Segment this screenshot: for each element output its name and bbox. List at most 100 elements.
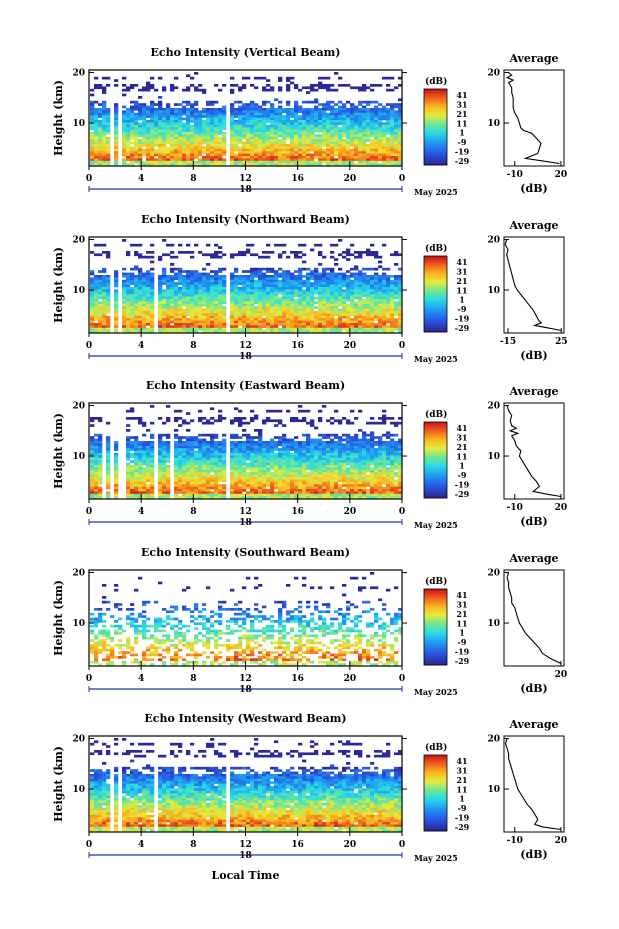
colorbar-swatch — [424, 90, 447, 94]
heatmap-cell — [174, 311, 179, 314]
heatmap-cell — [354, 277, 359, 281]
heatmap-cell — [374, 251, 379, 254]
heatmap-cell — [398, 291, 403, 295]
heatmap-cell — [266, 445, 271, 449]
heatmap-cell — [170, 306, 175, 309]
heatmap-cell — [346, 325, 351, 329]
heatmap-cell — [90, 148, 95, 152]
heatmap-cell — [174, 158, 179, 162]
heatmap-cell — [382, 445, 387, 449]
heatmap-cell — [98, 270, 103, 273]
heatmap-cell — [254, 294, 259, 297]
heatmap-cell — [278, 163, 283, 166]
heatmap-cell — [290, 448, 295, 451]
heatmap-cell — [142, 139, 147, 142]
heatmap-cell — [350, 296, 355, 300]
heatmap-cell — [394, 327, 399, 331]
heatmap-cell — [230, 457, 235, 461]
heatmap-cell — [122, 267, 127, 271]
heatmap-cell — [142, 296, 147, 300]
heatmap-cell — [90, 115, 95, 118]
heatmap-cell — [306, 146, 311, 150]
heatmap-cell — [378, 303, 383, 307]
heatmap-cell — [290, 163, 295, 166]
heatmap-cell — [214, 299, 219, 302]
heatmap-cell — [190, 320, 195, 324]
heatmap-cell — [170, 139, 175, 142]
heatmap-cell — [390, 421, 395, 425]
heatmap-cell — [202, 122, 207, 126]
heatmap-cell — [158, 275, 163, 278]
heatmap-cell — [326, 455, 331, 459]
heatmap-cell — [94, 84, 99, 87]
heatmap-cell — [230, 88, 235, 92]
heatmap-cell — [330, 270, 335, 273]
heatmap-cell — [378, 129, 383, 133]
heatmap-cell — [182, 144, 187, 147]
heatmap-cell — [158, 433, 163, 437]
heatmap-cell — [146, 275, 151, 278]
heatmap-cell — [238, 436, 243, 439]
heatmap-cell — [242, 457, 247, 461]
heatmap-cell — [190, 108, 195, 111]
heatmap-cell — [94, 146, 99, 150]
heatmap-cell — [302, 160, 307, 164]
heatmap-cell — [190, 455, 195, 459]
heatmap-cell — [242, 433, 247, 437]
heatmap-cell — [234, 279, 239, 283]
heatmap-cell — [142, 450, 147, 454]
heatmap-cell — [90, 291, 95, 295]
heatmap-cell — [150, 308, 155, 312]
heatmap-cell — [134, 296, 139, 300]
heatmap-cell — [138, 323, 143, 326]
heatmap-cell — [306, 327, 311, 331]
heatmap-cell — [162, 144, 167, 147]
heatmap-cell — [326, 163, 331, 166]
heatmap-cell — [186, 122, 191, 126]
heatmap-cell — [198, 272, 203, 276]
heatmap-cell — [206, 289, 211, 293]
heatmap-cell — [122, 84, 127, 87]
heatmap-cell — [274, 112, 279, 116]
heatmap-cell — [186, 139, 191, 142]
heatmap-cell — [130, 84, 135, 87]
heatmap-cell — [126, 112, 131, 116]
heatmap-cell — [230, 139, 235, 142]
colorbar-tick-label: -19 — [455, 147, 470, 157]
heatmap-cell — [258, 327, 263, 331]
heatmap-cell — [238, 148, 243, 152]
heatmap-cell — [326, 433, 331, 437]
heatmap-cell — [174, 294, 179, 297]
heatmap-cell — [254, 112, 259, 116]
heatmap-cell — [390, 151, 395, 154]
heatmap-cell — [150, 136, 155, 140]
heatmap-cell — [278, 144, 283, 147]
heatmap-cell — [102, 296, 107, 300]
heatmap-cell — [258, 306, 263, 309]
heatmap-cell — [342, 117, 347, 121]
heatmap-cell — [386, 417, 391, 420]
heatmap-cell — [94, 296, 99, 300]
heatmap-cell — [394, 291, 399, 295]
heatmap-cell — [314, 129, 319, 133]
heatmap-cell — [262, 163, 267, 166]
heatmap-cell — [266, 160, 271, 164]
heatmap-cell — [174, 136, 179, 140]
heatmap-cell — [102, 156, 107, 159]
heatmap-cell — [390, 296, 395, 300]
heatmap-cell — [282, 323, 287, 326]
heatmap-cell — [306, 163, 311, 166]
heatmap-cell — [330, 318, 335, 321]
heatmap-cell — [190, 284, 195, 288]
heatmap-cell — [270, 320, 275, 324]
heatmap-cell — [286, 303, 291, 307]
heatmap-cell — [206, 327, 211, 331]
heatmap-cell — [282, 158, 287, 162]
heatmap-cell — [382, 433, 387, 437]
heatmap-cell — [290, 148, 295, 152]
heatmap-cell — [194, 163, 199, 166]
heatmap-cell — [326, 277, 331, 281]
heatmap-cell — [278, 272, 283, 276]
heatmap-cell — [162, 330, 167, 333]
heatmap-cell — [338, 436, 343, 439]
